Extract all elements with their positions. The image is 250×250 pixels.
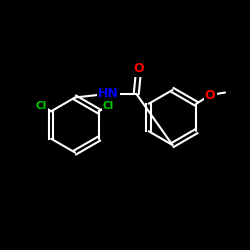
Text: O: O bbox=[205, 88, 216, 102]
Text: O: O bbox=[134, 62, 144, 75]
Text: Cl: Cl bbox=[36, 100, 47, 110]
Text: HN: HN bbox=[98, 87, 119, 100]
Text: Cl: Cl bbox=[103, 100, 114, 110]
